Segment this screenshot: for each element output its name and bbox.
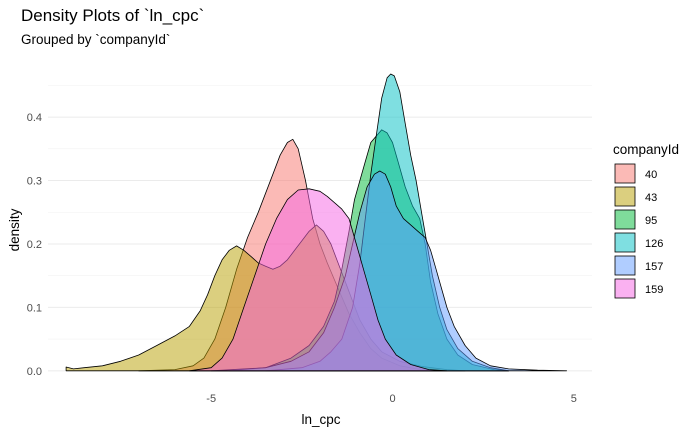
chart-subtitle: Grouped by `companyId` bbox=[21, 32, 171, 47]
y-tick-label: 0.3 bbox=[27, 176, 42, 188]
y-axis-title: density bbox=[7, 208, 22, 251]
legend-label-126: 126 bbox=[645, 238, 663, 250]
x-tick-label: 0 bbox=[389, 393, 395, 405]
y-tick-label: 0.0 bbox=[27, 366, 42, 378]
legend-key-157 bbox=[614, 255, 636, 276]
chart-title: Density Plots of `ln_cpc` bbox=[21, 6, 205, 25]
legend-key-43 bbox=[614, 186, 636, 207]
legend-title: companyId bbox=[613, 142, 679, 157]
x-axis-title: ln_cpc bbox=[301, 412, 340, 427]
x-axis-ticks: -5 0 5 bbox=[206, 393, 577, 405]
y-tick-label: 0.2 bbox=[27, 239, 42, 251]
y-tick-label: 0.4 bbox=[27, 112, 42, 124]
legend-label-159: 159 bbox=[645, 284, 663, 296]
x-tick-label: -5 bbox=[206, 393, 216, 405]
density-areas bbox=[65, 73, 567, 372]
legend-key-126 bbox=[614, 232, 636, 253]
legend-key-95 bbox=[614, 209, 636, 230]
x-tick-label: 5 bbox=[571, 393, 577, 405]
legend-label-40: 40 bbox=[645, 169, 657, 181]
y-tick-label: 0.1 bbox=[27, 302, 42, 314]
legend-label-95: 95 bbox=[645, 215, 657, 227]
legend-key-40 bbox=[614, 163, 636, 184]
legend-key-159 bbox=[614, 278, 636, 299]
legend: companyId 40 43 95 126 157 159 bbox=[613, 142, 679, 299]
legend-label-43: 43 bbox=[645, 192, 657, 204]
gridlines bbox=[48, 85, 592, 372]
y-axis-ticks: 0.0 0.1 0.2 0.3 0.4 bbox=[27, 112, 42, 378]
legend-label-157: 157 bbox=[645, 261, 663, 273]
density-area-159 bbox=[189, 188, 448, 372]
